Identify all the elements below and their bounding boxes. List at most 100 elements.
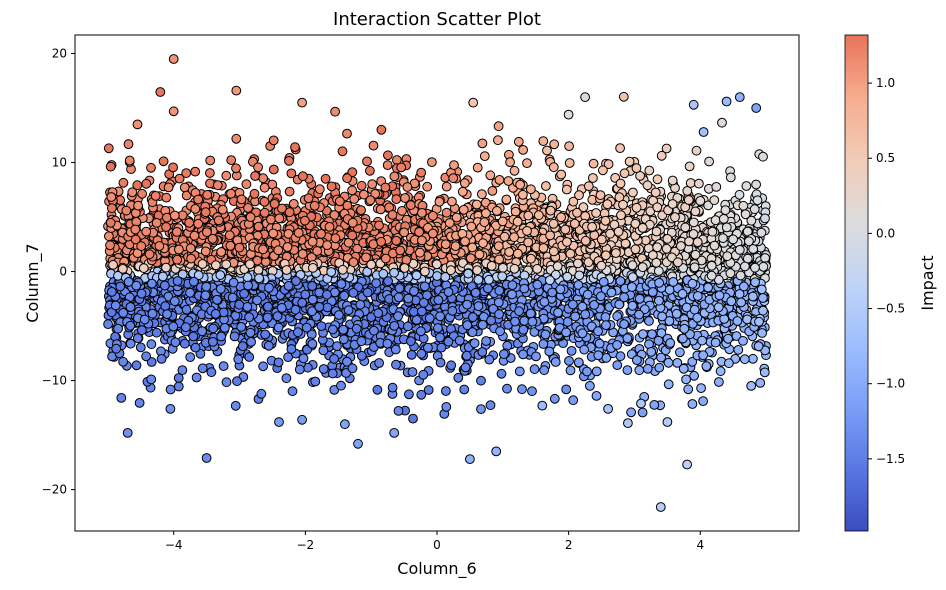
scatter-point — [221, 259, 232, 270]
scatter-point — [393, 292, 404, 303]
scatter-point — [701, 361, 712, 372]
scatter-point — [184, 217, 195, 228]
scatter-point — [239, 288, 250, 299]
scatter-point — [618, 91, 629, 102]
scatter-point — [510, 316, 520, 327]
scatter-point — [471, 199, 482, 210]
scatter-point — [654, 295, 664, 306]
scatter-point — [173, 381, 184, 392]
scatter-point — [230, 400, 241, 411]
scatter-point — [428, 211, 438, 221]
scatter-point — [337, 264, 348, 275]
scatter-point — [151, 327, 162, 338]
scatter-point — [447, 306, 458, 316]
scatter-point — [513, 136, 524, 147]
scatter-point — [649, 400, 660, 410]
scatter-point — [105, 217, 116, 228]
scatter-point — [591, 366, 602, 377]
scatter-point — [115, 281, 126, 292]
scatter-point — [600, 215, 611, 226]
scatter-point — [169, 296, 180, 307]
scatter-point — [297, 297, 308, 308]
scatter-point — [263, 340, 274, 351]
scatter-point — [327, 368, 338, 379]
scatter-point — [256, 388, 267, 399]
scatter-point — [631, 202, 642, 213]
scatter-point — [416, 326, 426, 337]
scatter-point — [751, 179, 761, 190]
scatter-point — [612, 360, 623, 371]
scatter-point — [233, 354, 244, 365]
scatter-point — [273, 245, 284, 256]
scatter-point — [556, 212, 566, 223]
scatter-point — [356, 180, 367, 191]
scatter-point — [401, 255, 412, 265]
scatter-point — [197, 259, 208, 269]
scatter-point — [695, 196, 706, 206]
scatter-point — [704, 156, 714, 167]
scatter-point — [612, 340, 622, 350]
scatter-point — [105, 161, 116, 172]
scatter-point — [757, 328, 767, 338]
scatter-point — [268, 164, 279, 175]
scatter-point — [579, 344, 590, 355]
scatter-point — [118, 356, 128, 367]
scatter-point — [598, 165, 608, 176]
scatter-point — [565, 248, 576, 259]
scatter-point — [406, 336, 416, 347]
scatter-point — [476, 404, 486, 415]
scatter-point — [185, 287, 195, 298]
scatter-point — [522, 158, 532, 169]
scatter-point — [723, 333, 733, 344]
scatter-point — [355, 299, 366, 310]
scatter-point — [564, 356, 574, 366]
scatter-point — [481, 336, 492, 346]
scatter-point — [503, 176, 514, 186]
scatter-point — [615, 178, 626, 189]
scatter-point — [692, 312, 703, 323]
scatter-point — [391, 235, 402, 246]
scatter-point — [690, 249, 701, 260]
scatter-point — [577, 328, 588, 339]
scatter-point — [286, 168, 297, 179]
scatter-point — [314, 184, 325, 195]
scatter-point — [735, 270, 746, 281]
scatter-point — [403, 321, 413, 332]
scatter-point — [236, 194, 247, 205]
scatter-point — [441, 181, 452, 192]
scatter-point — [376, 124, 387, 135]
scatter-point — [748, 291, 758, 302]
scatter-point — [684, 161, 695, 172]
scatter-point — [243, 280, 254, 291]
scatter-point — [125, 320, 136, 331]
scatter-point — [661, 243, 672, 254]
scatter-point — [273, 322, 284, 333]
scatter-point — [472, 265, 483, 276]
scatter-point — [463, 268, 474, 279]
scatter-point — [634, 365, 645, 376]
scatter-point — [221, 377, 232, 388]
scatter-point — [188, 331, 199, 342]
scatter-point — [750, 277, 760, 288]
scatter-point — [162, 212, 172, 223]
scatter-point — [435, 357, 446, 368]
scatter-point — [562, 317, 573, 327]
scatter-point — [312, 246, 323, 256]
scatter-point — [496, 368, 507, 379]
scatter-point — [396, 162, 407, 173]
scatter-point — [393, 311, 404, 322]
scatter-point — [667, 175, 678, 186]
scatter-point — [291, 276, 301, 286]
scatter-point — [494, 254, 505, 265]
scatter-point — [391, 359, 401, 370]
scatter-point — [118, 177, 129, 188]
scatter-point — [718, 233, 728, 244]
scatter-point — [190, 204, 201, 214]
scatter-point — [647, 329, 657, 340]
scatter-point — [603, 159, 614, 170]
scatter-point — [690, 206, 701, 217]
scatter-point — [416, 167, 427, 178]
scatter-point — [200, 207, 211, 218]
scatter-point — [276, 303, 287, 313]
